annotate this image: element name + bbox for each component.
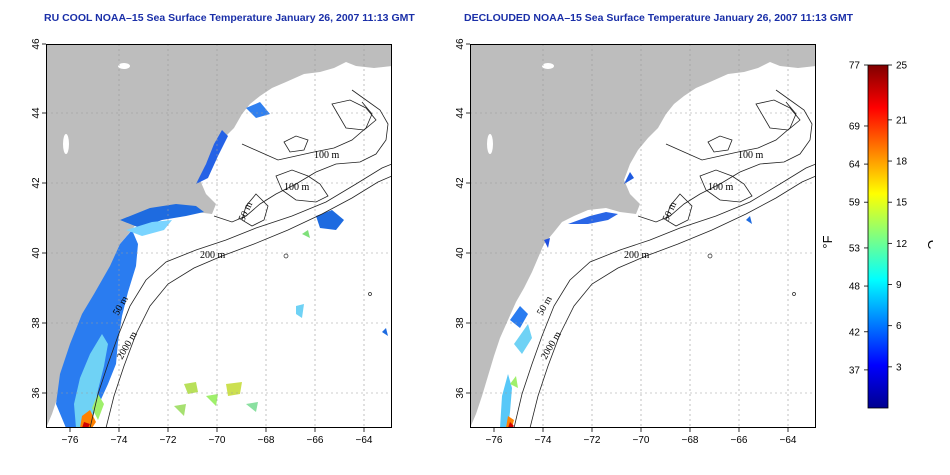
- celsius-tick-label: 21: [896, 115, 908, 126]
- celsius-tick-label: 6: [896, 321, 902, 332]
- lat-tick-label: 44: [31, 107, 42, 119]
- bathymetry-contours: [89, 89, 392, 428]
- fahrenheit-tick-label: 53: [849, 243, 861, 254]
- lakes: [487, 63, 554, 154]
- lakes: [63, 63, 130, 154]
- temperature-colorbar: 25 21 18 15 12 9 6 3 77 69 64 59 53 48 42 37 °F °C: [820, 61, 933, 409]
- lon-tick-label: −74: [111, 435, 128, 446]
- celsius-tick-label: 3: [896, 362, 902, 373]
- lon-tick-label: −72: [160, 435, 177, 446]
- lon-tick-label: −68: [682, 435, 699, 446]
- lat-tick-label: 38: [455, 317, 466, 329]
- lat-tick-label: 36: [31, 387, 42, 399]
- celsius-tick-label: 12: [896, 239, 908, 250]
- sst-map-declouded: 100 m 100 m 50 m 200 m 50 m 2000 m: [470, 44, 816, 428]
- fahrenheit-label: °F: [820, 235, 835, 248]
- contour-label: 100 m: [284, 182, 310, 193]
- contour-label: 200 m: [200, 250, 226, 261]
- contour-label: 200 m: [624, 250, 650, 261]
- lat-tick-label: 46: [31, 38, 42, 50]
- left-panel-title: RU COOL NOAA–15 Sea Surface Temperature …: [44, 12, 415, 24]
- lat-tick-label: 46: [455, 38, 466, 50]
- map-frame: [470, 44, 816, 428]
- contour-label: 100 m: [708, 182, 734, 193]
- celsius-tick-label: 15: [896, 198, 908, 209]
- lat-tick-label: 40: [31, 247, 42, 259]
- celsius-tick-label: 9: [896, 280, 902, 291]
- sst-swaths-raw: [56, 102, 388, 428]
- land-mass: [46, 44, 392, 428]
- fahrenheit-tick-label: 42: [849, 327, 861, 338]
- colorbar-ticks: 25 21 18 15 12 9 6 3 77 69 64 59 53 48 42 37: [849, 61, 908, 377]
- lon-tick-label: −66: [731, 435, 748, 446]
- sst-map-raw: 100 m 100 m 50 m 200 m 50 m 2000 m: [46, 44, 392, 428]
- lon-tick-label: −70: [209, 435, 226, 446]
- fahrenheit-tick-label: 59: [849, 198, 861, 209]
- lat-tick-label: 44: [455, 107, 466, 119]
- fahrenheit-tick-label: 77: [849, 61, 861, 72]
- lat-tick-label: 42: [31, 177, 42, 189]
- graticule: [470, 44, 816, 428]
- lat-tick-label: 40: [455, 247, 466, 259]
- fahrenheit-tick-label: 48: [849, 282, 861, 293]
- contour-label: 100 m: [314, 150, 340, 161]
- lon-tick-label: −72: [584, 435, 601, 446]
- land-mass: [470, 44, 816, 428]
- colorbar-ramp: [867, 64, 889, 409]
- fahrenheit-tick-label: 37: [849, 365, 861, 376]
- fahrenheit-tick-label: 69: [849, 121, 861, 132]
- lon-tick-label: −68: [258, 435, 275, 446]
- lon-tick-label: −76: [62, 435, 79, 446]
- right-panel-title: DECLOUDED NOAA–15 Sea Surface Temperatur…: [464, 12, 854, 24]
- lon-tick-label: −74: [535, 435, 552, 446]
- lat-tick-label: 38: [31, 317, 42, 329]
- lon-tick-label: −66: [307, 435, 324, 446]
- celsius-tick-label: 18: [896, 157, 908, 168]
- lat-tick-label: 36: [455, 387, 466, 399]
- sst-swaths-declouded: [500, 172, 752, 428]
- lon-tick-label: −70: [633, 435, 650, 446]
- graticule: [46, 44, 392, 428]
- celsius-label: °C: [925, 235, 933, 250]
- fahrenheit-tick-label: 64: [849, 160, 861, 171]
- lon-tick-label: −64: [356, 435, 373, 446]
- celsius-tick-label: 25: [896, 61, 908, 72]
- lon-tick-label: −64: [780, 435, 797, 446]
- lat-tick-label: 42: [455, 177, 466, 189]
- bathymetry-contours: [513, 89, 816, 428]
- contour-label: 100 m: [738, 150, 764, 161]
- map-frame: [46, 44, 392, 428]
- lon-tick-label: −76: [486, 435, 503, 446]
